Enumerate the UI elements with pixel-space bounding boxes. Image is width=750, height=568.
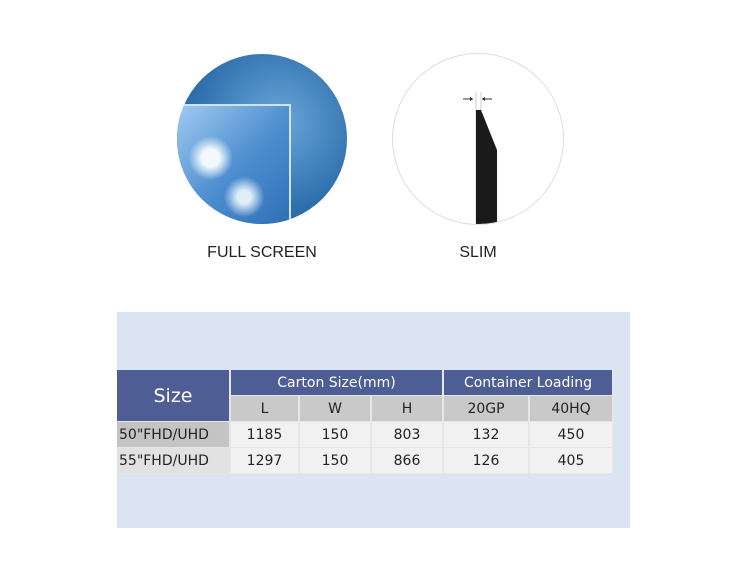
model-cell: 55"FHD/UHD: [117, 447, 231, 474]
cell: 150: [299, 447, 372, 474]
col-header: H: [371, 395, 444, 422]
cell: 150: [299, 421, 372, 448]
size-header: Size: [117, 370, 231, 422]
cell: 126: [443, 447, 530, 474]
cell: 1185: [230, 421, 300, 448]
specs-table: Size Carton Size(mm) Container Loading L…: [117, 370, 614, 474]
model-cell: 50"FHD/UHD: [117, 421, 231, 448]
slim-profile-image: [392, 53, 564, 225]
full-screen-label: FULL SCREEN: [207, 244, 317, 261]
full-screen-image: [177, 54, 347, 224]
cell: 866: [371, 447, 444, 474]
table-row: 50"FHD/UHD 1185 150 803 132 450: [117, 421, 614, 448]
cell: 405: [529, 447, 614, 474]
container-loading-header: Container Loading: [443, 370, 614, 396]
slim-label: SLIM: [459, 244, 497, 261]
col-header: W: [299, 395, 372, 422]
cell: 803: [371, 421, 444, 448]
col-header: 20GP: [443, 395, 530, 422]
cell: 450: [529, 421, 614, 448]
carton-size-header: Carton Size(mm): [230, 370, 444, 396]
cell: 132: [443, 421, 530, 448]
cell: 1297: [230, 447, 300, 474]
col-header: 40HQ: [529, 395, 614, 422]
col-header: L: [230, 395, 300, 422]
table-row: 55"FHD/UHD 1297 150 866 126 405: [117, 447, 614, 474]
slim-tv-icon: [463, 92, 497, 224]
